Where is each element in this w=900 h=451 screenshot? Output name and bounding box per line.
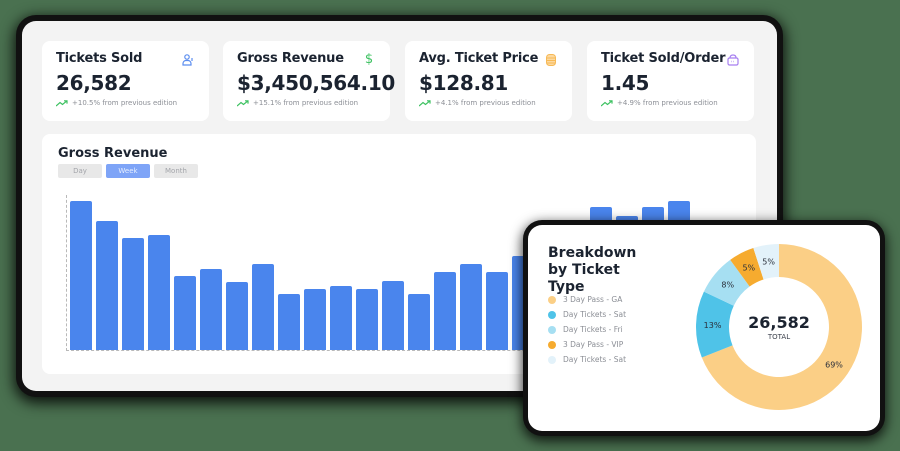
legend-dot-icon (548, 310, 556, 319)
tab-week[interactable]: Week (106, 164, 150, 178)
legend-dot-icon (548, 340, 556, 349)
stat-change: +10.5% from previous edition (56, 99, 195, 107)
chart-bar (122, 237, 144, 350)
chart-bar (70, 200, 92, 350)
stat-change-text: +15.1% from previous edition (253, 99, 359, 107)
legend-label: 3 Day Pass - VIP (563, 340, 624, 349)
stat-card-tickets-sold: Tickets Sold 26,582 +10.5% from previous… (42, 41, 209, 121)
chart-bar (148, 234, 170, 350)
stat-value: $3,450,564.10 (237, 71, 396, 95)
donut-total: 26,582 (748, 313, 810, 332)
stat-change: +4.9% from previous edition (601, 99, 740, 107)
legend-item: Day Tickets - Sat (548, 352, 626, 367)
legend-dot-icon (548, 325, 556, 334)
donut-legend: 3 Day Pass - GA Day Tickets - Sat Day Tick… (548, 292, 626, 367)
stat-change-text: +10.5% from previous edition (72, 99, 178, 107)
chart-bar (174, 275, 196, 350)
chart-bar (434, 272, 456, 350)
chart-bar (486, 272, 508, 350)
donut-segment-label: 5% (742, 264, 755, 273)
donut-segment (730, 248, 764, 287)
chart-bar (356, 288, 378, 350)
stat-title: Gross Revenue (237, 51, 344, 66)
legend-item: Day Tickets - Sat (548, 307, 626, 322)
range-tabs: Day Week Month (58, 164, 740, 178)
tab-day[interactable]: Day (58, 164, 102, 178)
users-icon (182, 54, 193, 66)
donut-segment-label: 8% (721, 281, 734, 290)
chart-bar (226, 281, 248, 350)
legend-label: 3 Day Pass - GA (563, 295, 623, 304)
legend-item: 3 Day Pass - VIP (548, 337, 626, 352)
breakdown-card: Breakdown by Ticket Type 3 Day Pass - GA… (528, 225, 880, 431)
legend-item: Day Tickets - Fri (548, 322, 626, 337)
coins-icon (546, 54, 556, 66)
stat-card-gross-revenue: Gross Revenue $ $3,450,564.10 +15.1% fro… (223, 41, 396, 121)
legend-dot-icon (548, 295, 556, 304)
tab-month[interactable]: Month (154, 164, 198, 178)
chart-bar (252, 264, 274, 350)
donut-segment-label: 69% (825, 360, 843, 369)
legend-label: Day Tickets - Sat (563, 355, 627, 364)
stat-value: 1.45 (601, 71, 650, 95)
stat-title: Tickets Sold (56, 51, 143, 66)
donut-total-label: TOTAL (767, 333, 791, 341)
chart-bar (304, 288, 326, 350)
stat-change: +15.1% from previous edition (237, 99, 376, 107)
stat-change-text: +4.1% from previous edition (435, 99, 536, 107)
breakdown-title: Breakdown by Ticket Type (548, 245, 637, 295)
donut-segment (753, 244, 779, 280)
chart-bar (200, 269, 222, 350)
legend-label: Day Tickets - Sat (563, 310, 627, 319)
stat-title: Ticket Sold/Order (601, 51, 726, 66)
chart-bar (382, 280, 404, 350)
stat-card-ticket-sold-per-order: Ticket Sold/Order 1.45 +4.9% from previo… (587, 41, 754, 121)
trend-up-icon (601, 99, 613, 106)
legend-dot-icon (548, 355, 556, 364)
chart-bar (278, 294, 300, 350)
dollar-icon: $ (364, 52, 374, 67)
stat-value: 26,582 (56, 71, 132, 95)
chart-bar (408, 294, 430, 350)
trend-up-icon (56, 99, 68, 106)
basket-icon (727, 54, 739, 66)
donut-segment (703, 259, 750, 306)
chart-bar (330, 285, 352, 350)
legend-item: 3 Day Pass - GA (548, 292, 626, 307)
donut-segment (696, 291, 734, 358)
stat-card-avg-ticket-price: Avg. Ticket Price $128.81 +4.1% from pre… (405, 41, 572, 121)
legend-label: Day Tickets - Fri (563, 325, 623, 334)
donut-center: 26,582 TOTAL (694, 242, 864, 412)
trend-up-icon (237, 99, 249, 106)
stat-change: +4.1% from previous edition (419, 99, 558, 107)
donut-chart: 69% 13% 8% 5% 5% (696, 244, 862, 410)
stat-value: $128.81 (419, 71, 508, 95)
donut-segment-label: 5% (762, 257, 775, 266)
chart-bar (96, 221, 118, 350)
donut-segment (701, 244, 862, 410)
stat-change-text: +4.9% from previous edition (617, 99, 718, 107)
donut-segment-label: 13% (704, 321, 722, 330)
chart-title: Gross Revenue (58, 146, 168, 161)
stat-title: Avg. Ticket Price (419, 51, 539, 66)
chart-bar (460, 264, 482, 350)
trend-up-icon (419, 99, 431, 106)
